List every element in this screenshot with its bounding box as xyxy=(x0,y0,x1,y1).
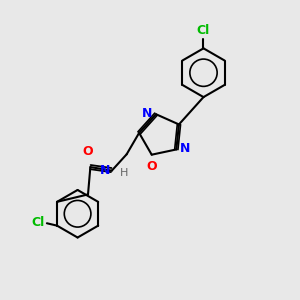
Text: N: N xyxy=(180,142,190,155)
Text: Cl: Cl xyxy=(197,24,210,37)
Text: N: N xyxy=(142,107,152,120)
Text: O: O xyxy=(83,145,93,158)
Text: Cl: Cl xyxy=(31,216,44,229)
Text: H: H xyxy=(120,168,128,178)
Text: O: O xyxy=(146,160,157,173)
Text: N: N xyxy=(100,164,111,177)
